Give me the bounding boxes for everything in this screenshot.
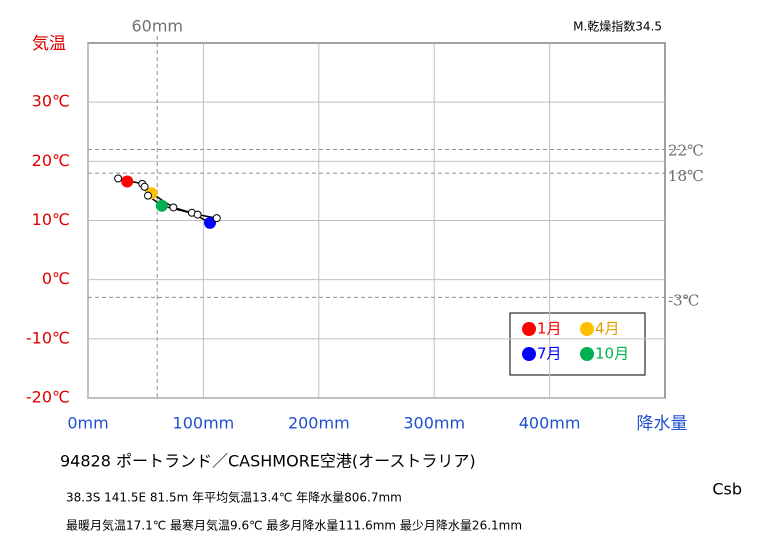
- data-point: [140, 182, 149, 191]
- data-point: [203, 216, 216, 229]
- y-tick-label: 10℃: [32, 210, 70, 229]
- data-point: [193, 210, 202, 219]
- x-tick-label: 100mm: [173, 414, 235, 433]
- data-point: [114, 174, 123, 183]
- legend-marker: [580, 322, 594, 336]
- data-point: [169, 203, 178, 212]
- y-axis-title: 気温: [32, 34, 66, 54]
- info-line: 38.3S 141.5E 81.5m 年平均気温13.4℃ 年降水量806.7m…: [66, 490, 402, 505]
- legend-box: [509, 312, 646, 376]
- x-tick-label: 300mm: [403, 414, 465, 433]
- data-point: [155, 199, 168, 212]
- reference-label: 18℃: [668, 167, 704, 185]
- data-point: [121, 175, 134, 188]
- data-point: [144, 191, 153, 200]
- x-tick-label: 0mm: [67, 414, 108, 433]
- reference-label: -3℃: [668, 291, 699, 309]
- info-line: 最暖月気温17.1℃ 最寒月気温9.6℃ 最多月降水量111.6mm 最少月降水…: [66, 518, 522, 533]
- reference-label: 60mm: [131, 17, 183, 36]
- y-tick-label: 30℃: [32, 92, 70, 111]
- legend-marker: [522, 347, 536, 361]
- y-tick-label: 20℃: [32, 151, 70, 170]
- station-title: 94828 ポートランド／CASHMORE空港(オーストラリア): [60, 452, 476, 471]
- data-point: [212, 214, 221, 223]
- legend-label: 4月: [595, 320, 620, 338]
- legend-marker: [522, 322, 536, 336]
- x-axis-title: 降水量: [637, 414, 688, 434]
- legend-label: 1月: [537, 320, 562, 338]
- x-tick-label: 200mm: [288, 414, 350, 433]
- climate-class: Csb: [712, 480, 742, 499]
- data-line: [117, 177, 219, 224]
- reference-label: 22℃: [668, 142, 704, 160]
- legend-label: 10月: [595, 345, 629, 363]
- y-tick-label: 0℃: [42, 269, 70, 288]
- x-tick-label: 400mm: [519, 414, 581, 433]
- legend-marker: [580, 347, 594, 361]
- y-tick-label: -20℃: [26, 388, 70, 407]
- legend-label: 7月: [537, 345, 562, 363]
- y-tick-label: -10℃: [26, 328, 70, 347]
- dryness-index: M.乾燥指数34.5: [573, 19, 662, 34]
